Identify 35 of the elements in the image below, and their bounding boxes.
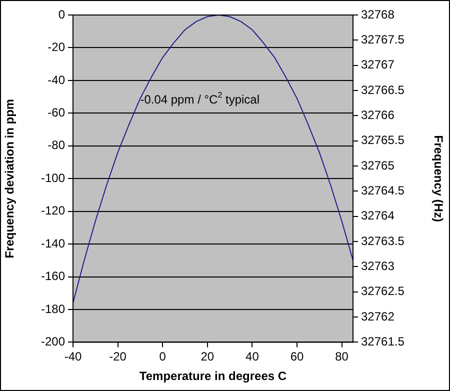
y-axis-title: Frequency deviation in ppm <box>2 98 17 258</box>
y2-axis-title: Frequency (Hz) <box>431 135 446 222</box>
y-tick-label: -140 <box>40 236 66 250</box>
x-axis-title: Temperature in degrees C <box>139 369 287 384</box>
y-tick-label: -20 <box>48 40 66 54</box>
y2-tick-label: 32766.5 <box>361 82 405 97</box>
y-tick-label: -120 <box>40 204 66 218</box>
y2-tick-label: 32763.5 <box>361 234 405 248</box>
y-tick-label: -80 <box>48 138 66 152</box>
y-tick-label: -180 <box>40 302 66 316</box>
x-tick-label: 0 <box>159 350 166 364</box>
x-tick-label: -40 <box>64 350 82 364</box>
x-tick-label: 80 <box>335 350 349 364</box>
x-tick-label: 20 <box>200 350 214 364</box>
y-tick-label: -60 <box>48 105 66 120</box>
y-tick-label: -100 <box>40 170 66 185</box>
y2-tick-label: 32764 <box>361 208 395 223</box>
y2-tick-label: 32761.5 <box>361 334 405 349</box>
y2-tick-label: 32767 <box>361 58 395 72</box>
y2-tick-label: 32767.5 <box>361 32 405 46</box>
y-tick-label: -40 <box>48 72 66 87</box>
y2-tick-label: 32765.5 <box>361 133 405 148</box>
y-tick-label: -200 <box>40 334 66 349</box>
x-tick-label: 60 <box>290 350 304 364</box>
y2-tick-label: 32763 <box>361 259 395 274</box>
y2-tick-label: 32762.5 <box>361 284 405 298</box>
y2-tick-label: 32764.5 <box>361 183 405 198</box>
x-tick-label: 40 <box>246 350 260 364</box>
y2-tick-label: 32765 <box>361 158 395 172</box>
y-tick-label: 0 <box>58 7 66 22</box>
x-tick-label: -20 <box>109 350 127 364</box>
y-tick-label: -160 <box>40 269 66 284</box>
y2-tick-label: 32766 <box>361 108 395 122</box>
y2-tick-label: 32762 <box>361 309 395 324</box>
y2-tick-label: 32768 <box>361 7 395 22</box>
